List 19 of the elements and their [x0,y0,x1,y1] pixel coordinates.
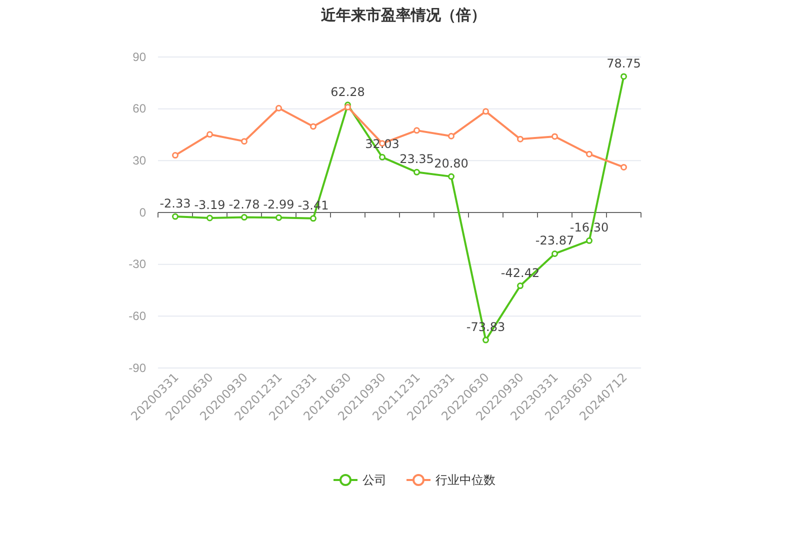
data-label: -2.99 [263,198,294,212]
data-label: -2.33 [160,196,191,211]
y-tick-label: -30 [128,257,146,272]
data-label: 78.75 [606,56,641,70]
data-label: -3.19 [194,198,226,212]
y-tick-label: 90 [132,50,146,64]
y-tick-label: 0 [139,205,146,220]
data-label: 20.80 [434,156,468,171]
y-tick-label: -60 [128,309,146,324]
chart-title: 近年来市盈率情况（倍） [320,6,486,24]
data-label: 23.35 [400,152,434,166]
data-label: 62.28 [330,84,365,99]
data-label: -2.78 [228,197,260,212]
data-label: -23.87 [535,234,574,248]
legend-label: 公司 [362,473,386,487]
y-tick-label: -90 [128,360,146,375]
y-tick-label: 60 [132,102,146,116]
legend-label: 行业中位数 [436,473,496,487]
y-tick-label: 30 [132,154,146,168]
